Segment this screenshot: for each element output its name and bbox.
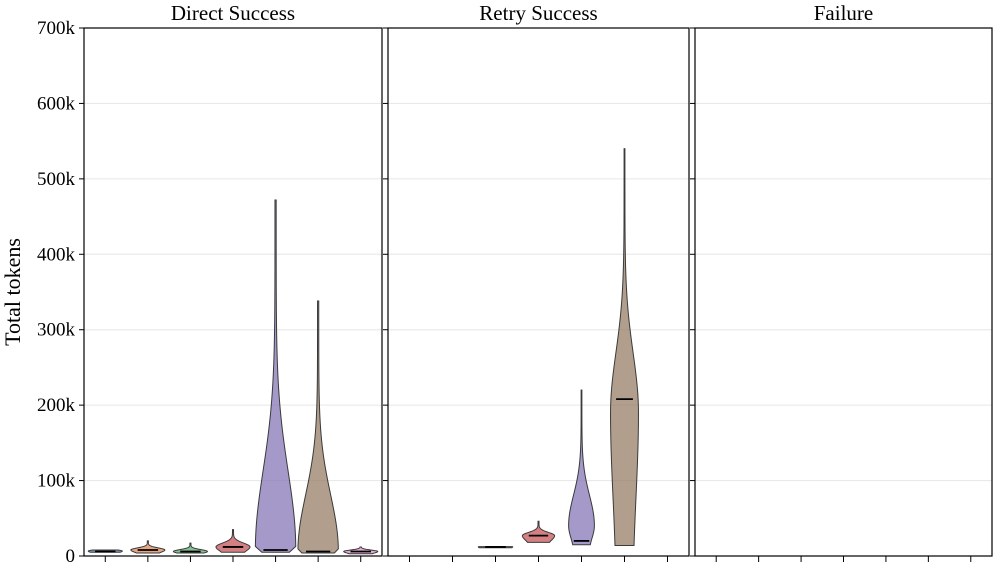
y-tick-label: 200k	[37, 395, 76, 416]
violin-group-6	[297, 300, 339, 554]
panel-title: Direct Success	[171, 1, 295, 25]
y-tick-label: 100k	[37, 471, 76, 492]
y-axis-label: Total tokens	[0, 238, 25, 346]
y-tick-label: 600k	[37, 93, 76, 114]
y-tick-label: 300k	[37, 320, 76, 341]
y-axis: 0 100k 200k 300k 400k 500k 600k 700k Total token…	[0, 18, 76, 567]
panel-title: Retry Success	[479, 1, 597, 25]
panel-frame	[387, 27, 690, 557]
violin-group-7	[343, 546, 379, 555]
violin-group-4	[215, 529, 251, 553]
panel-frame	[694, 27, 993, 557]
violin-group-3	[172, 542, 208, 554]
violin-group-4	[521, 520, 556, 543]
violin-group-2	[130, 540, 166, 554]
y-tick-label: 0	[66, 546, 76, 567]
panel-2: Retry Success	[383, 1, 690, 562]
y-tick-label: 700k	[37, 18, 76, 39]
violin-group-5	[254, 199, 297, 553]
panel-frame	[83, 27, 383, 557]
panel-title: Failure	[814, 1, 873, 25]
y-tick-label: 500k	[37, 169, 76, 190]
y-tick-label: 400k	[37, 244, 76, 265]
violin-group-6	[610, 148, 639, 546]
panel-3: Failure	[690, 1, 993, 562]
panel-1: Direct Success	[79, 1, 383, 562]
violin-group-5	[568, 389, 595, 546]
